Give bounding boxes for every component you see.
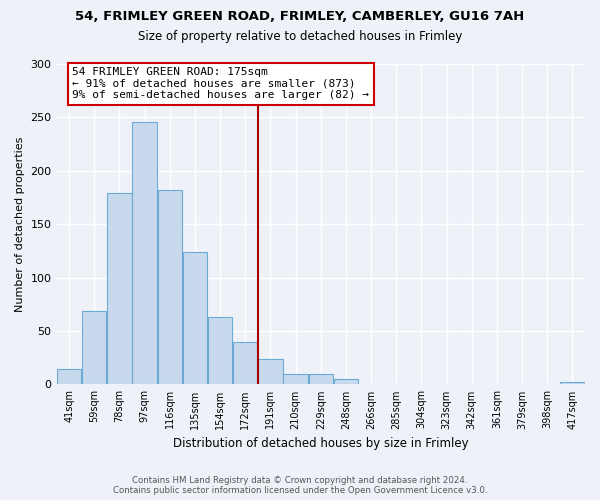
- Bar: [208, 317, 232, 384]
- Bar: [133, 122, 157, 384]
- Bar: [107, 193, 131, 384]
- Bar: [334, 379, 358, 384]
- X-axis label: Distribution of detached houses by size in Frimley: Distribution of detached houses by size …: [173, 437, 469, 450]
- Text: Contains HM Land Registry data © Crown copyright and database right 2024.
Contai: Contains HM Land Registry data © Crown c…: [113, 476, 487, 495]
- Bar: [82, 310, 106, 384]
- Bar: [183, 252, 207, 384]
- Bar: [233, 342, 257, 384]
- Bar: [308, 374, 333, 384]
- Text: 54, FRIMLEY GREEN ROAD, FRIMLEY, CAMBERLEY, GU16 7AH: 54, FRIMLEY GREEN ROAD, FRIMLEY, CAMBERL…: [76, 10, 524, 23]
- Text: 54 FRIMLEY GREEN ROAD: 175sqm
← 91% of detached houses are smaller (873)
9% of s: 54 FRIMLEY GREEN ROAD: 175sqm ← 91% of d…: [73, 67, 370, 100]
- Bar: [57, 370, 82, 384]
- Bar: [283, 374, 308, 384]
- Bar: [258, 359, 283, 384]
- Y-axis label: Number of detached properties: Number of detached properties: [15, 136, 25, 312]
- Bar: [560, 382, 584, 384]
- Text: Size of property relative to detached houses in Frimley: Size of property relative to detached ho…: [138, 30, 462, 43]
- Bar: [158, 190, 182, 384]
